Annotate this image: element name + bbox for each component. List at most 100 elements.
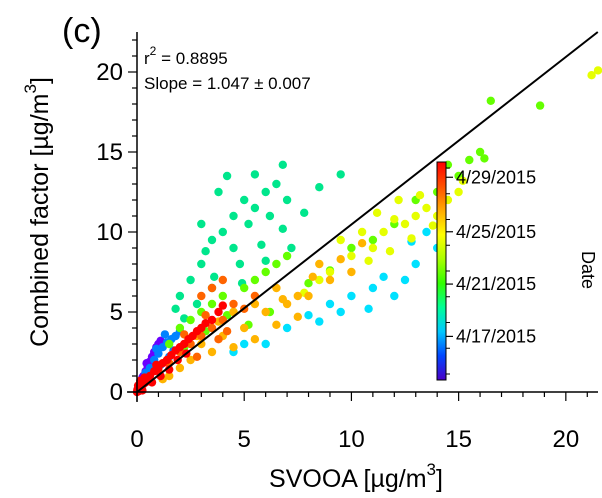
data-point-s6-12 <box>315 259 324 269</box>
x-tick-label: 10 <box>338 426 365 453</box>
data-point-s8-24 <box>156 371 165 381</box>
data-point-s6-14 <box>207 347 217 357</box>
data-point-s7-11 <box>192 352 202 361</box>
data-point-s4-29 <box>304 279 313 288</box>
data-point-s2-8 <box>411 259 420 269</box>
data-point-s3-23 <box>201 247 210 256</box>
data-point-s4-25 <box>368 235 378 245</box>
data-point-s5-10 <box>454 187 463 197</box>
data-point-s4-7 <box>240 283 249 293</box>
data-point-s3-16 <box>300 208 309 217</box>
colorbar-ticks: 4/29/2015 4/25/2015 4/21/2015 4/17/2015 <box>446 167 536 375</box>
data-point-s5-0 <box>325 267 335 277</box>
data-point-s2-6 <box>390 291 399 301</box>
data-point-s3-4 <box>218 227 227 237</box>
data-point-s2-3 <box>325 299 335 309</box>
data-point-s6-22 <box>308 272 317 281</box>
y-tick-label: 5 <box>110 299 123 326</box>
data-point-s6-2 <box>240 323 249 333</box>
data-point-s4-28 <box>480 154 489 163</box>
data-point-s2-10 <box>240 339 249 349</box>
x-tick-label: 15 <box>445 426 472 453</box>
data-point-s7-5 <box>229 299 238 309</box>
data-point-s3-20 <box>257 240 266 249</box>
data-point-s8-26 <box>152 360 161 369</box>
data-point-s7-12 <box>214 335 223 344</box>
data-point-s2-1 <box>282 323 292 333</box>
data-point-s3-15 <box>282 195 292 205</box>
scatter-points <box>132 66 602 397</box>
data-point-s6-21 <box>336 255 345 264</box>
data-point-s3-30 <box>210 272 219 281</box>
data-point-s3-17 <box>235 259 245 269</box>
data-point-s3-9 <box>272 179 281 189</box>
data-point-s5-19 <box>593 66 602 75</box>
data-point-s4-2 <box>186 315 195 325</box>
data-point-s5-13 <box>372 208 382 217</box>
data-point-s5-17 <box>458 176 468 185</box>
data-point-s6-17 <box>272 320 281 329</box>
data-point-s3-0 <box>175 291 185 301</box>
data-point-s8-31 <box>214 307 223 317</box>
y-tick-label: 0 <box>110 379 123 406</box>
data-point-s2-16 <box>364 304 373 313</box>
tick-labels: 0 5 10 15 20 0 5 10 15 20 <box>96 59 579 453</box>
data-point-s6-15 <box>229 343 238 352</box>
data-point-s3-32 <box>261 256 270 265</box>
data-point-s5-20 <box>315 275 324 285</box>
data-point-s5-22 <box>364 256 373 265</box>
data-point-s2-12 <box>336 307 345 317</box>
data-point-s3-22 <box>229 243 238 253</box>
data-point-s3-2 <box>197 259 206 269</box>
data-point-s3-21 <box>278 224 287 233</box>
data-point-s4-26 <box>347 243 356 253</box>
data-point-s4-10 <box>272 259 281 269</box>
data-point-s3-3 <box>207 235 217 245</box>
data-point-s6-7 <box>347 267 356 277</box>
colorbar <box>436 161 447 381</box>
x-tick-label: 0 <box>130 426 143 453</box>
data-point-s3-14 <box>265 211 275 221</box>
data-point-s3-8 <box>261 187 270 197</box>
data-point-s2-13 <box>379 272 388 281</box>
data-point-s4-17 <box>465 155 474 165</box>
data-point-s3-6 <box>240 195 249 205</box>
data-point-s5-24 <box>428 221 438 230</box>
data-point-s5-25 <box>385 247 395 256</box>
data-point-s3-33 <box>287 243 296 253</box>
y-tick-label: 10 <box>96 219 123 246</box>
data-point-s2-0 <box>261 339 270 349</box>
data-point-s3-7 <box>250 203 260 213</box>
data-point-s6-13 <box>186 355 195 365</box>
data-point-s3-13 <box>244 219 253 229</box>
data-point-s5-15 <box>415 191 425 200</box>
data-point-s5-4 <box>390 215 399 224</box>
data-point-s2-7 <box>400 275 410 285</box>
data-point-s6-6 <box>325 275 335 285</box>
data-point-s4-18 <box>475 147 485 157</box>
data-point-s3-27 <box>336 170 345 179</box>
data-point-s3-12 <box>222 171 232 181</box>
data-point-s4-20 <box>535 101 545 110</box>
data-point-s5-2 <box>368 243 378 253</box>
data-point-s5-7 <box>422 203 431 213</box>
data-point-s3-28 <box>180 314 189 323</box>
data-point-s3-19 <box>192 299 202 309</box>
data-point-s1-13 <box>160 330 170 339</box>
data-point-s7-7 <box>207 283 217 293</box>
data-point-s6-11 <box>293 291 302 301</box>
data-point-s5-11 <box>336 235 345 245</box>
data-point-s7-13 <box>222 327 232 336</box>
fit-line <box>136 31 599 393</box>
data-point-s3-29 <box>171 304 180 313</box>
data-point-s6-20 <box>165 371 174 381</box>
data-point-s4-9 <box>261 267 270 277</box>
data-point-s3-25 <box>278 160 287 169</box>
data-point-s7-6 <box>197 291 206 301</box>
data-point-s5-5 <box>400 219 410 229</box>
data-point-s6-16 <box>250 335 260 344</box>
data-point-s8-29 <box>201 319 210 328</box>
data-point-s7-14 <box>201 311 210 320</box>
r-squared-annotation: r2 = 0.8895 <box>144 44 228 68</box>
